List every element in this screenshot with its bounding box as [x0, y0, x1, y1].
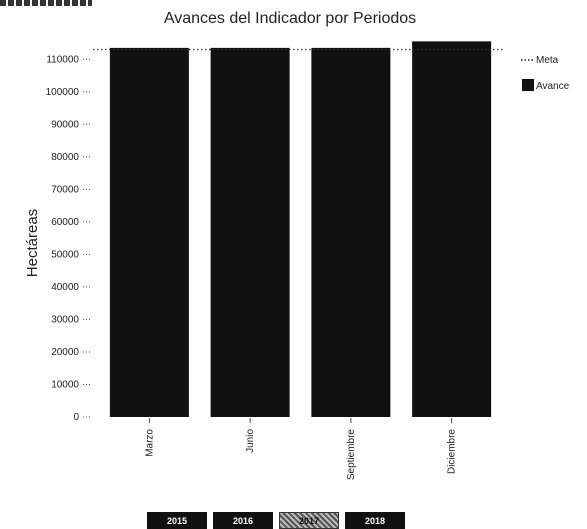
chart-title: Avances del Indicador por Periodos [164, 10, 416, 27]
y-tick-label: 110000 [46, 54, 79, 65]
y-tick-label: 60000 [51, 217, 79, 228]
legend-meta-label: Meta [536, 55, 559, 66]
bar-avance-junio [210, 47, 290, 417]
y-tick-label: 70000 [51, 184, 79, 195]
y-tick-label: 90000 [51, 119, 79, 130]
x-tick-label: Junio [245, 429, 256, 453]
y-axis-ticks: 0 10000 20000 30000 40000 50000 60000 70000 8000… [46, 54, 90, 423]
bar-chart: Avances del Indicador por Periodos Hectá… [24, 10, 570, 481]
y-tick-label: 30000 [51, 314, 79, 325]
y-tick-label: 20000 [51, 347, 79, 358]
x-tick-label: Diciembre [447, 429, 458, 474]
x-tick-label: Septiembre [346, 429, 357, 481]
y-tick-label: 40000 [51, 282, 79, 293]
y-tick-label: 80000 [51, 152, 79, 163]
category-labels: Marzo Junio Septiembre Diciembre [144, 418, 458, 481]
bar-avance-diciembre [412, 41, 492, 418]
y-tick-label: 50000 [51, 249, 79, 260]
year-selector: 2015 2016 2017 2018 [147, 512, 405, 529]
bar-avance-marzo [109, 47, 189, 417]
legend-avance-label: Avance [536, 81, 570, 92]
y-tick-label: 10000 [51, 379, 79, 390]
y-tick-label: 100000 [46, 87, 80, 98]
bar-avance-septiembre [311, 47, 391, 417]
y-axis-label: Hectáreas [24, 209, 41, 277]
y-tick-label: 0 [73, 412, 79, 423]
year-button-2017[interactable]: 2017 [279, 512, 339, 529]
x-tick-label: Marzo [144, 429, 155, 457]
bars [109, 41, 492, 418]
year-button-2016[interactable]: 2016 [213, 512, 273, 529]
legend-avance-swatch [522, 79, 534, 91]
year-button-2015[interactable]: 2015 [147, 512, 207, 529]
year-button-2018[interactable]: 2018 [345, 512, 405, 529]
legend: Meta Avance [521, 55, 570, 92]
top-left-fragment [0, 0, 92, 6]
